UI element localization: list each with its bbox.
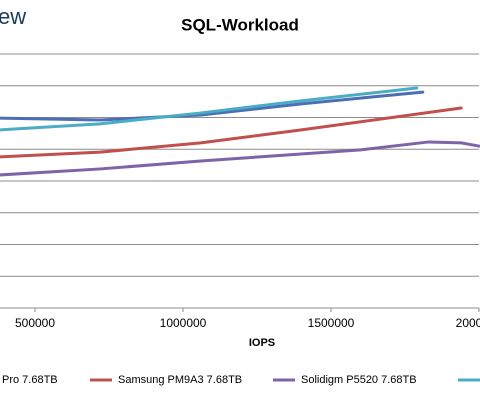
series-line xyxy=(0,140,480,177)
series-line xyxy=(0,86,419,132)
series-line xyxy=(0,90,425,122)
x-tick-label: 1000000 xyxy=(160,316,207,330)
series-line xyxy=(0,106,463,159)
x-axis-label: IOPS xyxy=(249,337,275,349)
logo: ew xyxy=(0,4,26,29)
x-tick-label: 2000000 xyxy=(456,316,480,330)
x-tick-label: 1500000 xyxy=(308,316,355,330)
legend-label: Solidigm P5520 7.68TB xyxy=(301,374,417,386)
x-tick-label: 500000 xyxy=(15,316,55,330)
legend-label: Pro 7.68TB xyxy=(2,374,58,386)
legend-label: Samsung PM9A3 7.68TB xyxy=(118,374,242,386)
chart-title: SQL-Workload xyxy=(181,15,299,34)
